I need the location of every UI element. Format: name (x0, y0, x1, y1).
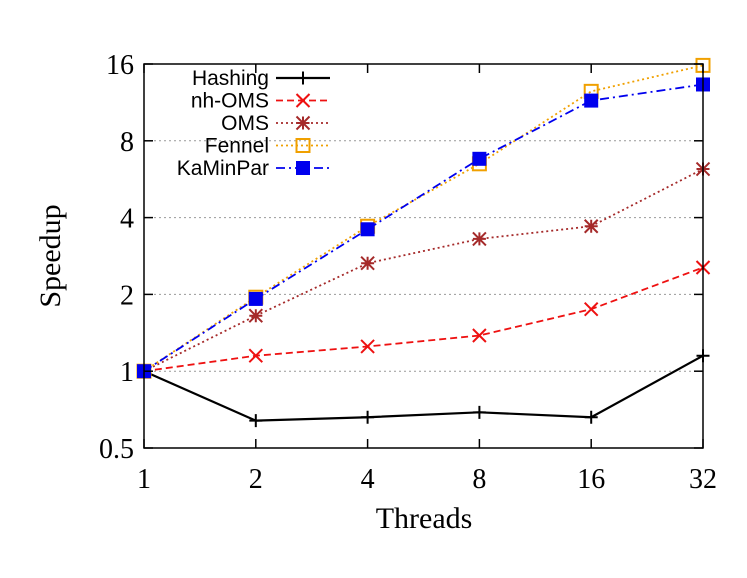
y-tick-label: 4 (120, 204, 134, 235)
data-point (248, 308, 264, 323)
legend-entry: KaMinPar (177, 157, 330, 180)
legend-entry: Fennel (205, 135, 330, 158)
plot-frame (143, 63, 704, 449)
data-point (472, 231, 487, 247)
legend-label: Hashing (192, 67, 269, 90)
data-point (584, 93, 599, 108)
y-tick-label: 8 (120, 127, 134, 158)
y-axis-title: Speedup (34, 204, 67, 307)
series-line (143, 83, 704, 372)
legend-label: nh-OMS (191, 90, 269, 113)
series-line (143, 168, 704, 373)
legend-label: KaMinPar (177, 157, 269, 180)
data-point (361, 410, 375, 424)
data-point (472, 151, 487, 166)
data-point (296, 71, 310, 85)
y-tick-label: 16 (106, 50, 134, 81)
data-point (249, 414, 263, 428)
data-point (248, 348, 264, 363)
data-point (296, 161, 310, 175)
x-tick-label: 4 (361, 464, 375, 495)
y-tick-label: 0.5 (99, 434, 134, 465)
x-tick-label: 16 (577, 464, 605, 495)
data-point (583, 301, 599, 317)
data-point (295, 115, 311, 131)
legend-entry: Hashing (192, 67, 330, 90)
x-tick-label: 32 (689, 464, 717, 495)
data-point (360, 339, 375, 354)
series-line (143, 354, 704, 422)
x-tick-label: 8 (472, 464, 486, 495)
data-point (360, 222, 375, 237)
legend-label: OMS (221, 112, 269, 135)
data-point (360, 256, 375, 271)
data-point (295, 93, 311, 108)
series-line (143, 266, 704, 373)
x-tick-label: 1 (137, 464, 151, 495)
legend-label: Fennel (205, 135, 269, 158)
data-point (583, 219, 599, 234)
legend-entry: OMS (221, 112, 330, 135)
data-point (472, 328, 487, 343)
data-point (295, 138, 311, 153)
legend-entry: nh-OMS (191, 90, 330, 113)
y-tick-label: 1 (120, 357, 134, 388)
series-nh-oms (136, 260, 711, 379)
x-tick-label: 2 (249, 464, 263, 495)
data-point (584, 410, 598, 424)
y-tick-label: 2 (120, 280, 134, 311)
data-point (472, 405, 486, 419)
x-axis-title: Threads (376, 502, 473, 535)
data-point (248, 291, 263, 306)
